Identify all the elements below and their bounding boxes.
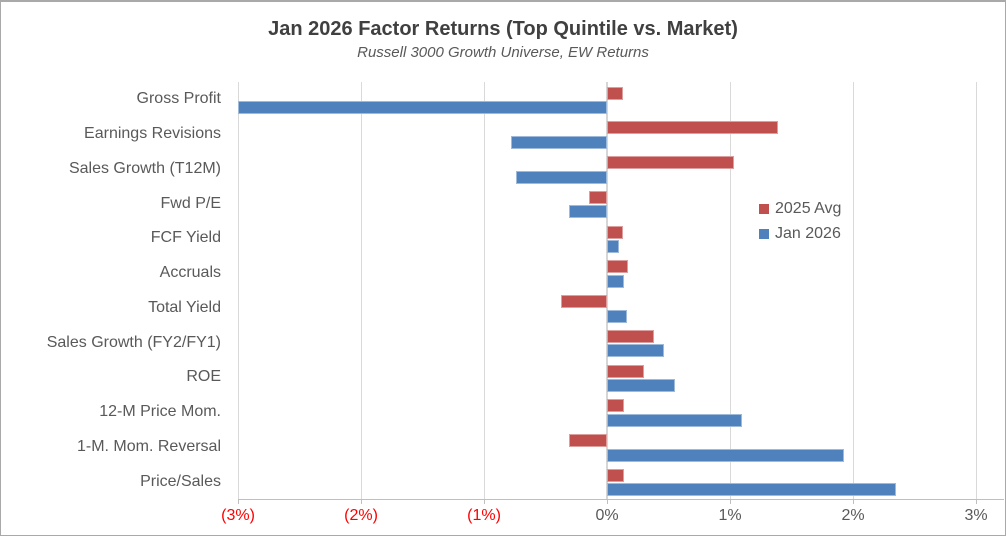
category-label: Gross Profit bbox=[136, 90, 221, 108]
bar-2025-avg bbox=[561, 295, 607, 308]
zero-gridline bbox=[606, 82, 608, 499]
axis-tick bbox=[730, 499, 731, 504]
category-label: FCF Yield bbox=[150, 229, 221, 247]
plot-area bbox=[238, 82, 977, 499]
legend-label: 2025 Avg bbox=[775, 200, 842, 217]
chart-title: Jan 2026 Factor Returns (Top Quintile vs… bbox=[268, 18, 738, 40]
x-axis-tick-label: 1% bbox=[718, 507, 742, 524]
legend-swatch-icon bbox=[759, 204, 769, 214]
gridline bbox=[853, 82, 854, 499]
category-label: 1-M. Mom. Reversal bbox=[76, 437, 221, 455]
bar-2025-avg bbox=[607, 468, 625, 482]
gridline bbox=[976, 82, 977, 499]
axis-tick bbox=[853, 499, 854, 504]
bar-2025-avg bbox=[607, 121, 778, 135]
bar-2025-avg bbox=[607, 260, 628, 274]
axis-tick bbox=[361, 499, 362, 504]
bar-jan-2026 bbox=[607, 240, 620, 253]
x-axis-tick-label: (3%) bbox=[221, 507, 255, 524]
bar-2025-avg bbox=[607, 364, 644, 378]
category-label: Accruals bbox=[159, 264, 221, 282]
bar-2025-avg bbox=[607, 329, 654, 343]
axis-tick bbox=[607, 499, 608, 504]
bar-jan-2026 bbox=[607, 344, 664, 358]
gridline bbox=[361, 82, 362, 499]
bar-jan-2026 bbox=[568, 205, 607, 219]
bar-jan-2026 bbox=[607, 274, 625, 288]
legend-item: 2025 Avg bbox=[759, 200, 841, 218]
bar-2025-avg bbox=[588, 190, 607, 204]
bar-2025-avg bbox=[607, 225, 623, 239]
bar-jan-2026 bbox=[515, 170, 607, 184]
category-label: Price/Sales bbox=[140, 472, 221, 490]
bar-jan-2026 bbox=[238, 101, 607, 114]
axis-tick bbox=[484, 499, 485, 504]
axis-tick bbox=[976, 499, 977, 504]
category-label: 12-M Price Mom. bbox=[99, 403, 221, 421]
bar-jan-2026 bbox=[607, 413, 743, 427]
category-axis: Gross Profit Earnings Revisions Sales Grow… bbox=[1, 82, 229, 499]
bar-jan-2026 bbox=[607, 448, 845, 462]
bar-2025-avg bbox=[607, 86, 623, 100]
legend-label: Jan 2026 bbox=[775, 225, 841, 242]
bar-2025-avg bbox=[568, 434, 607, 447]
x-axis-tick-label: (1%) bbox=[467, 507, 501, 524]
category-label: Sales Growth (T12M) bbox=[68, 159, 221, 177]
bar-jan-2026 bbox=[511, 135, 607, 149]
category-label: Earnings Revisions bbox=[84, 125, 221, 143]
gridline bbox=[484, 82, 485, 499]
legend-item: Jan 2026 bbox=[759, 225, 841, 243]
x-axis-tick-label: (2%) bbox=[344, 507, 378, 524]
gridline bbox=[238, 82, 239, 499]
x-axis-tick-label: 3% bbox=[964, 507, 988, 524]
legend: 2025 Avg Jan 2026 bbox=[759, 200, 841, 243]
x-axis-tick-label: 0% bbox=[595, 507, 619, 524]
x-axis-line bbox=[238, 499, 1004, 500]
category-label: Total Yield bbox=[148, 298, 221, 316]
category-label: Sales Growth (FY2/FY1) bbox=[46, 333, 221, 351]
category-label: Fwd P/E bbox=[160, 194, 221, 212]
bar-jan-2026 bbox=[607, 379, 675, 392]
axis-tick bbox=[238, 499, 239, 504]
gridline bbox=[730, 82, 731, 499]
chart-subtitle: Russell 3000 Growth Universe, EW Returns bbox=[357, 44, 649, 61]
bar-2025-avg bbox=[607, 156, 734, 169]
x-axis-tick-label: 2% bbox=[841, 507, 865, 524]
bar-jan-2026 bbox=[607, 483, 897, 497]
bar-2025-avg bbox=[607, 399, 625, 413]
legend-swatch-icon bbox=[759, 229, 769, 239]
bar-jan-2026 bbox=[607, 309, 627, 323]
category-label: ROE bbox=[186, 368, 221, 386]
